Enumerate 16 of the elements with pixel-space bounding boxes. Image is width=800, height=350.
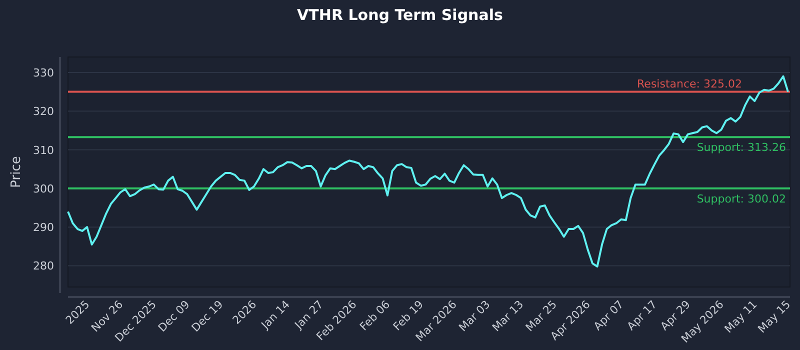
x-tick-label: Apr 07 [591,298,626,333]
y-tick-label: 280 [33,260,54,273]
y-tick-label: 310 [33,144,54,157]
x-tick-label: Feb 06 [357,298,393,334]
y-tick-label: 330 [33,66,54,80]
y-tick-label: 300 [33,182,54,196]
ref-line-label: Resistance: 325.02 [637,78,742,91]
x-tick-label: Apr 17 [624,298,660,333]
line-series [67,75,789,268]
y-axis-title: Price [9,156,24,188]
ref-line-label: Support: 300.02 [696,192,786,206]
y-tick-label: 320 [33,105,54,118]
y-tick-label: 290 [33,221,54,234]
chart-title: VTHR Long Term Signals [297,6,504,24]
ref-line-label: Support: 313.26 [696,141,786,154]
x-tick-label: Jan 14 [258,298,292,332]
